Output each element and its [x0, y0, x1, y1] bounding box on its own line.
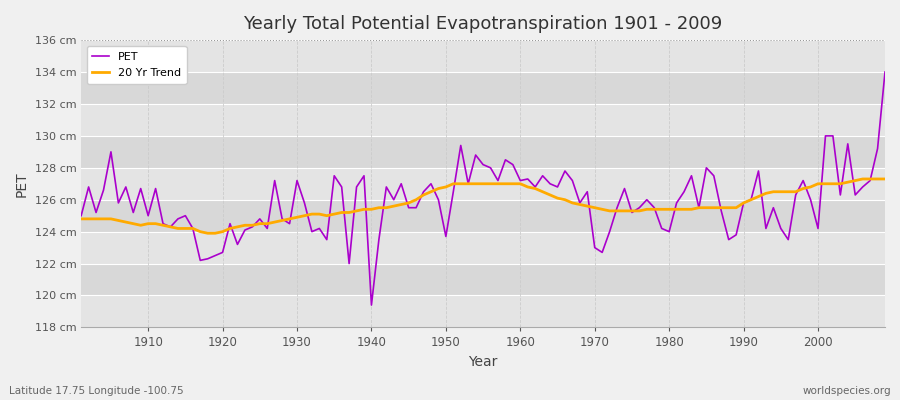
Text: Latitude 17.75 Longitude -100.75: Latitude 17.75 Longitude -100.75 [9, 386, 184, 396]
PET [879, 70, 890, 74]
PET [76, 213, 86, 218]
PET [366, 303, 377, 308]
20 Yr Trend [351, 208, 362, 213]
Bar [81, 168, 885, 200]
20 Yr Trend [202, 231, 213, 236]
20 Yr Trend [135, 223, 146, 228]
PET [135, 186, 146, 191]
Text: worldspecies.org: worldspecies.org [803, 386, 891, 396]
Legend: PET, 20 Yr Trend: PET, 20 Yr Trend [86, 46, 186, 84]
PET [299, 200, 310, 205]
PET [612, 205, 623, 210]
Bar [81, 40, 885, 72]
20 Yr Trend [76, 216, 86, 221]
20 Yr Trend [858, 176, 868, 181]
X-axis label: Year: Year [468, 355, 498, 369]
Bar [81, 200, 885, 232]
Bar [81, 72, 885, 104]
PET [515, 178, 526, 183]
20 Yr Trend [612, 208, 623, 213]
Title: Yearly Total Potential Evapotranspiration 1901 - 2009: Yearly Total Potential Evapotranspiratio… [244, 15, 723, 33]
20 Yr Trend [515, 181, 526, 186]
Line: 20 Yr Trend: 20 Yr Trend [81, 179, 885, 233]
Bar [81, 104, 885, 136]
Bar [81, 296, 885, 328]
20 Yr Trend [879, 176, 890, 181]
Bar [81, 136, 885, 168]
Bar [81, 232, 885, 264]
Y-axis label: PET: PET [15, 171, 29, 196]
PET [344, 261, 355, 266]
PET [522, 176, 533, 181]
Line: PET: PET [81, 72, 885, 305]
Bar [81, 264, 885, 296]
20 Yr Trend [522, 184, 533, 189]
20 Yr Trend [307, 212, 318, 216]
